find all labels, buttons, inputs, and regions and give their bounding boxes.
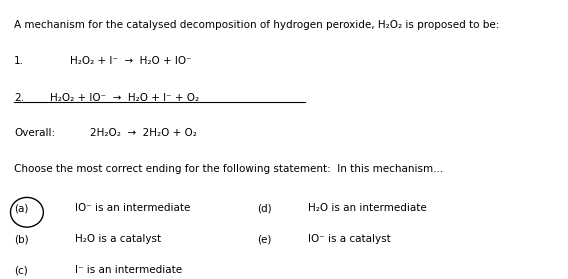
- Text: 1.: 1.: [14, 56, 24, 66]
- Text: Overall:: Overall:: [14, 128, 56, 138]
- Text: (c): (c): [14, 265, 28, 275]
- Text: 2H₂O₂  →  2H₂O + O₂: 2H₂O₂ → 2H₂O + O₂: [90, 128, 197, 138]
- Text: A mechanism for the catalysed decomposition of hydrogen peroxide, H₂O₂ is propos: A mechanism for the catalysed decomposit…: [14, 20, 500, 30]
- Text: 2.: 2.: [14, 93, 24, 103]
- Text: (b): (b): [14, 234, 29, 244]
- Text: H₂O₂ + I⁻  →  H₂O + IO⁻: H₂O₂ + I⁻ → H₂O + IO⁻: [70, 56, 191, 66]
- Text: H₂O is a catalyst: H₂O is a catalyst: [75, 234, 161, 244]
- Text: H₂O₂ + IO⁻  →  H₂O + I⁻ + O₂: H₂O₂ + IO⁻ → H₂O + I⁻ + O₂: [49, 93, 199, 103]
- Text: IO⁻ is an intermediate: IO⁻ is an intermediate: [75, 203, 190, 213]
- Text: Choose the most correct ending for the following statement:  In this mechanism..: Choose the most correct ending for the f…: [14, 164, 444, 174]
- Text: (d): (d): [257, 203, 272, 213]
- Text: I⁻ is an intermediate: I⁻ is an intermediate: [75, 265, 182, 275]
- Text: (a): (a): [14, 203, 28, 213]
- Text: H₂O is an intermediate: H₂O is an intermediate: [308, 203, 427, 213]
- Text: IO⁻ is a catalyst: IO⁻ is a catalyst: [308, 234, 390, 244]
- Text: (e): (e): [257, 234, 272, 244]
